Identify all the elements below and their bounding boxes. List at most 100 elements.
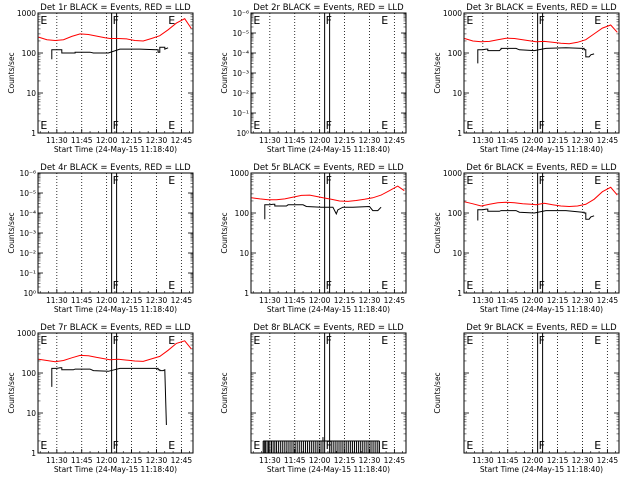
attenuator-band [111,172,118,294]
y-tick-label: 1 [457,289,462,298]
y-tick-label: 1000 [17,9,36,18]
x-tick-label: 12:45 [597,136,619,145]
plot-frame [463,172,620,294]
flag-label-f: F [113,174,119,187]
events-series-line [51,367,167,426]
panel-title: Det 7r BLACK = Events, RED = LLD [40,323,191,333]
flag-label-e: E [253,334,260,347]
x-tick-label: 12:30 [146,136,168,145]
x-axis-label: Start Time (24-May-15 11:18:40) [267,305,390,314]
flag-label-f: F [113,279,119,292]
y-tick-label: 100 [22,49,37,58]
x-tick-label: 11:30 [259,296,281,305]
y-tick-label: 1 [244,289,249,298]
y-tick-label: 100 [448,49,463,58]
y-tick-label: 10⁻⁶ [232,9,249,18]
flag-label-f: F [539,14,545,27]
y-tick-label: 10 [452,89,462,98]
y-tick-label: 10⁻² [19,249,36,258]
chart-panel-9: Det 9r BLACK = Events, RED = LLD 11:30 11:… [433,323,620,474]
x-tick-label: 11:45 [497,136,519,145]
y-axis-label: Counts/sec [433,212,442,253]
y-tick-label: 1000 [17,329,36,338]
y-axis-label: Counts/sec [7,372,16,413]
y-tick-label: 10 [239,249,249,258]
x-tick-label: 11:30 [472,456,494,465]
x-axis-label: Start Time (24-May-15 11:18:40) [54,305,177,314]
chart-panel-7: Det 7r BLACK = Events, RED = LLD 11:30 11:… [7,323,194,474]
plot-frame [37,172,194,294]
x-tick-label: 11:45 [71,456,93,465]
y-tick-label: 10⁻³ [19,229,36,238]
y-tick-label: 1 [457,129,462,138]
x-tick-label: 12:00 [96,456,118,465]
flag-label-e: E [466,279,473,292]
y-tick-label: 10⁰ [236,129,249,138]
chart-panel-8: Det 8r BLACK = Events, RED = LLD 11:30 11:… [220,323,407,474]
flag-label-f: F [326,334,332,347]
x-tick-label: 12:15 [547,296,569,305]
x-axis-label: Start Time (24-May-15 11:18:40) [480,465,603,474]
flag-label-e: E [466,334,473,347]
x-tick-label: 12:00 [309,456,331,465]
x-axis-label: Start Time (24-May-15 11:18:40) [267,145,390,154]
y-tick-label: 10⁻³ [232,69,249,78]
x-tick-label: 12:15 [121,136,143,145]
y-tick-label: 100 [235,209,250,218]
x-tick-label: 12:30 [146,296,168,305]
flag-label-e: E [168,279,175,292]
x-tick-label: 12:15 [121,456,143,465]
x-tick-label: 12:45 [171,136,193,145]
flag-label-e: E [168,439,175,452]
chart-panel-2: Det 2r BLACK = Events, RED = LLD 11:30 11:… [220,3,407,154]
panel-title: Det 5r BLACK = Events, RED = LLD [253,163,404,173]
lld-series-line [464,24,618,45]
x-tick-label: 12:00 [522,456,544,465]
flag-label-e: E [168,119,175,132]
y-axis-label: Counts/sec [7,212,16,253]
x-tick-label: 12:15 [547,136,569,145]
flag-label-e: E [168,14,175,27]
flag-label-f: F [326,14,332,27]
flag-label-e: E [594,119,601,132]
flag-label-e: E [381,439,388,452]
flag-label-f: F [113,439,119,452]
y-tick-label: 10⁻⁴ [232,49,249,58]
lld-series-line [38,340,192,363]
panel-title: Det 2r BLACK = Events, RED = LLD [253,3,404,13]
x-tick-label: 12:00 [522,136,544,145]
x-tick-label: 12:45 [597,296,619,305]
flag-label-e: E [381,174,388,187]
flag-label-e: E [40,14,47,27]
plot-frame [463,12,620,134]
x-axis-label: Start Time (24-May-15 11:18:40) [480,145,603,154]
attenuator-band [537,12,544,134]
panel-title: Det 6r BLACK = Events, RED = LLD [466,163,617,173]
x-tick-label: 11:30 [46,136,68,145]
attenuator-band [324,172,331,294]
flag-label-f: F [326,279,332,292]
flag-label-e: E [594,279,601,292]
x-tick-label: 12:45 [384,296,406,305]
flag-label-e: E [466,14,473,27]
x-tick-label: 11:45 [497,456,519,465]
flag-label-e: E [40,334,47,347]
chart-panel-1: Det 1r BLACK = Events, RED = LLD 11:30 11:… [7,3,194,154]
y-tick-label: 10 [26,409,36,418]
plot-frame [250,172,407,294]
flag-label-e: E [253,14,260,27]
attenuator-band [111,12,118,134]
x-axis-label: Start Time (24-May-15 11:18:40) [54,465,177,474]
y-tick-label: 1000 [443,169,462,178]
y-axis-label: Counts/sec [220,212,229,253]
attenuator-band [537,172,544,294]
x-tick-label: 12:00 [96,296,118,305]
x-tick-label: 12:00 [309,296,331,305]
x-tick-label: 12:30 [572,136,594,145]
flag-label-f: F [539,439,545,452]
x-tick-label: 11:30 [259,456,281,465]
panel-title: Det 8r BLACK = Events, RED = LLD [253,323,404,333]
y-tick-label: 10 [452,249,462,258]
flag-label-e: E [381,279,388,292]
x-tick-label: 11:45 [284,296,306,305]
